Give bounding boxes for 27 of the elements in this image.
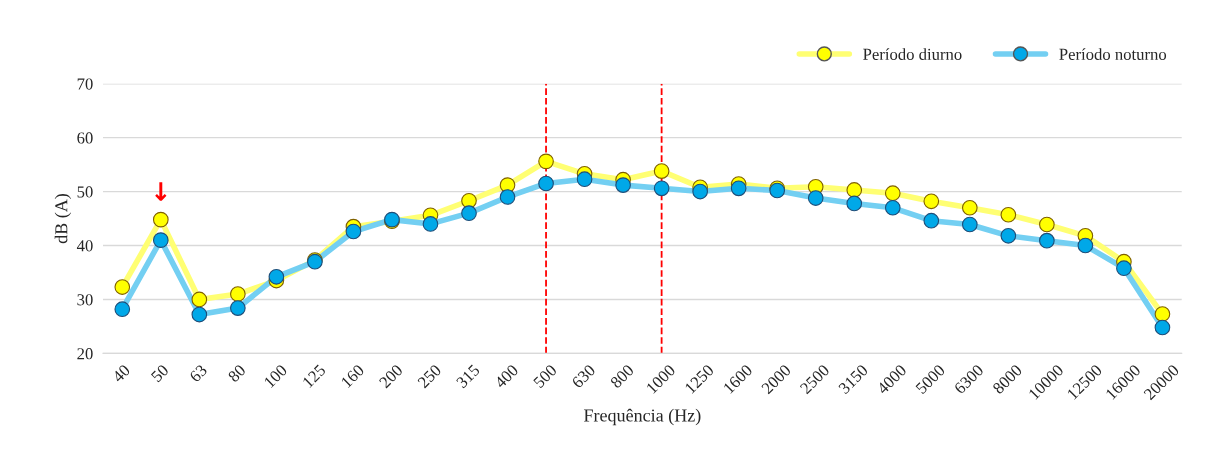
x-tick-label: 250: [417, 363, 442, 389]
annotation: ↓: [155, 182, 167, 201]
x-tick-label: 800: [609, 363, 635, 389]
x-tick-label: 200: [378, 363, 404, 389]
legend-label: Período noturno: [1059, 48, 1167, 60]
x-tick-label: 100: [263, 363, 288, 389]
x-tick-label: 6300: [953, 363, 985, 395]
y-tick-label: 60: [77, 132, 93, 144]
x-tick-label: 50: [150, 363, 170, 383]
x-tick-label: 63: [188, 363, 208, 383]
x-tick-label: 315: [455, 363, 481, 389]
x-tick-label: 125: [302, 363, 327, 389]
y-tick-label: 40: [76, 240, 93, 252]
y-tick-label: 70: [77, 78, 93, 90]
x-tick-label: 80: [227, 363, 247, 383]
y-tick-label: 30: [77, 294, 93, 306]
x-tick-label: 160: [340, 363, 365, 389]
x-tick-label: 40: [111, 363, 131, 383]
x-axis-title: Frequência (Hz): [583, 408, 701, 426]
x-tick-label: 500: [532, 363, 558, 389]
x-tick-label: 400: [493, 363, 519, 389]
y-tick-label: 20: [77, 348, 93, 360]
y-tick-label: 50: [77, 186, 93, 198]
legend-label: Período diurno: [863, 48, 962, 60]
x-tick-label: 4000: [876, 363, 908, 395]
y-axis-title: dB (A): [54, 194, 72, 244]
x-tick-label: 630: [571, 363, 596, 389]
